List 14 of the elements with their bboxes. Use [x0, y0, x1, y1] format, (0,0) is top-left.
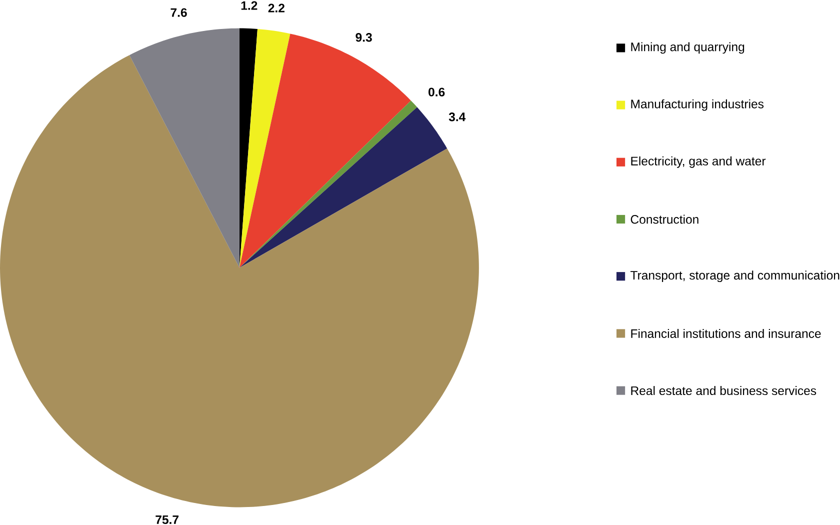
data-label: 7.6	[170, 8, 187, 17]
data-label: 1.2	[241, 1, 258, 10]
legend-label: Transport, storage and communication	[630, 270, 840, 282]
data-label: 0.6	[428, 88, 445, 96]
legend-label: Manufacturing industries	[631, 99, 764, 111]
legend-label: Real estate and business services	[631, 386, 816, 395]
data-label: 3.4	[448, 112, 466, 122]
data-label: 9.3	[356, 32, 372, 42]
data-label: 2.2	[268, 4, 284, 12]
legend-label: Financial institutions and insurance	[631, 328, 821, 338]
data-label: 75.7	[156, 515, 179, 524]
legend-label: Construction	[630, 214, 698, 224]
legend-label: Electricity, gas and water	[631, 156, 766, 168]
legend-label: Mining and quarrying	[631, 42, 744, 54]
